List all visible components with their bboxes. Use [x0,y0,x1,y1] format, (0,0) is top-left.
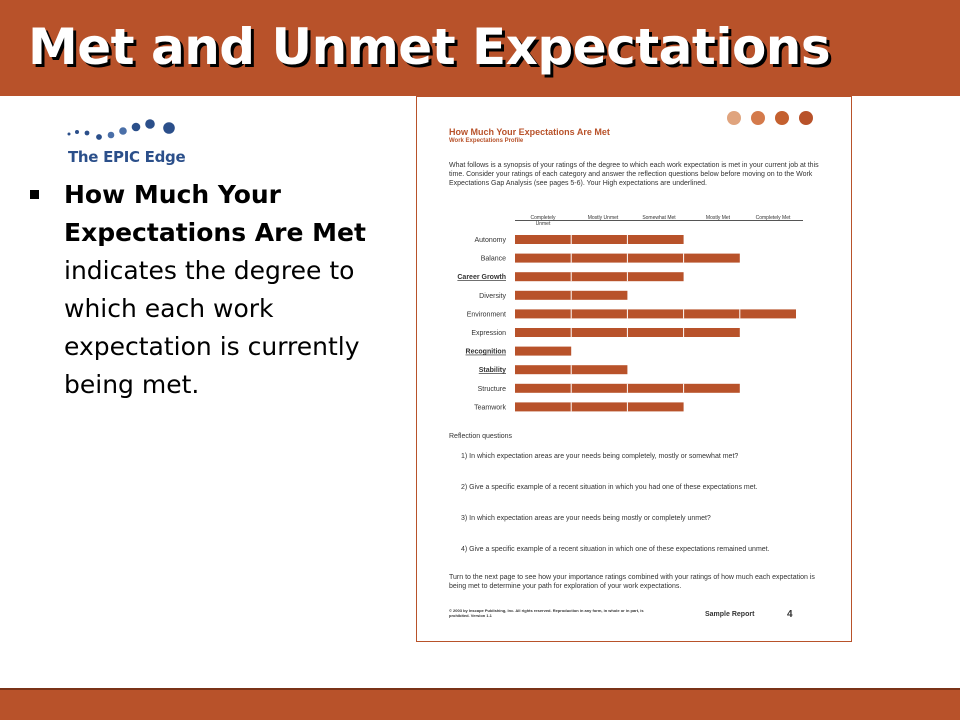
category-label: Autonomy [474,237,506,244]
slide-title: Met and Unmet Expectations [28,18,831,76]
title-bar: Met and Unmet Expectations [0,0,960,96]
category-label: Teamwork [474,404,506,411]
bar [515,272,684,282]
category-label: Environment [467,311,506,318]
square-bullet-icon [30,190,39,199]
bar [515,402,684,412]
copyright-notice: © 2003 by Inscape Publishing, Inc. All r… [449,608,644,618]
scale-header: Completely Unmet Mostly Unmet Somewhat Met… [515,213,805,233]
dot-icon [775,111,789,125]
report-subtitle: Work Expectations Profile [449,138,524,144]
report-intro: What follows is a synopsis of your ratin… [449,162,819,187]
bar [515,309,796,319]
category-label: Structure [478,386,507,393]
reflection-question: 2) Give a specific example of a recent s… [461,484,758,491]
scale-label: Completely Met [755,215,791,221]
bullet-text: How Much Your Expectations Are Met indic… [64,176,384,404]
page-number: 4 [787,609,793,620]
dot-icon [727,111,741,125]
scale-line [515,213,803,221]
reflection-question: 1) In which expectation areas are your n… [461,453,739,460]
dot-icon [751,111,765,125]
reflection-question: 4) Give a specific example of a recent s… [461,546,770,553]
scale-label: Somewhat Met [642,215,676,221]
scale-label: Completely Unmet [530,215,556,227]
bullet-bold-text: How Much Your Expectations Are Met [64,180,366,247]
category-label: Stability [479,367,506,374]
category-label: Expression [471,330,506,337]
expectations-bar-chart: Autonomy Balance Career Growth Diversity Env… [457,235,796,412]
sample-report-label: Sample Report [705,611,755,618]
logo-text: The EPIC Edge [68,148,186,166]
footer-bar [0,688,960,720]
scale-label: Mostly Unmet [587,215,619,221]
reflection-heading: Reflection questions [449,433,513,440]
report-page-image: How Much Your Expectations Are Met Work … [416,96,852,642]
report-title: How Much Your Expectations Are Met [449,127,610,137]
category-label: Diversity [479,293,506,300]
reflection-question: 3) In which expectation areas are your n… [461,515,711,522]
dots-arc-icon [67,119,175,140]
report-outro: Turn to the next page to see how your im… [449,574,815,590]
scale-label: Mostly Met [705,215,731,221]
bullet-rest-text: indicates the degree to which each work … [64,256,360,399]
bar [515,346,572,356]
epic-edge-logo: The EPIC Edge [66,118,186,170]
category-label: Recognition [466,349,506,356]
dot-icon [799,111,813,125]
category-label: Balance [481,256,506,263]
bar [515,235,684,244]
category-label: Career Growth [457,274,506,281]
